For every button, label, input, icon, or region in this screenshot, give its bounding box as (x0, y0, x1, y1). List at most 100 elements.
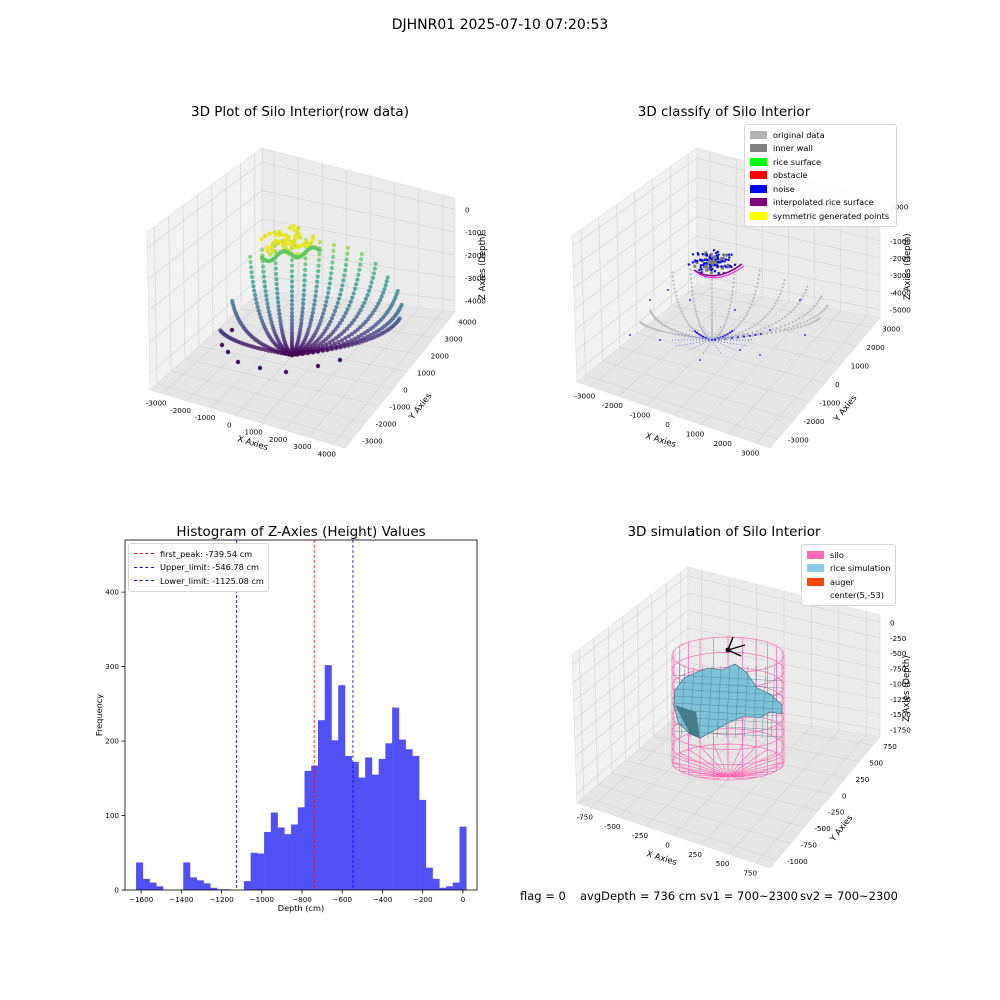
hist-bar (270, 812, 278, 890)
hist-bar (439, 887, 447, 890)
p4-legend: silo rice simulation auger center(5,-53) (801, 544, 896, 606)
p1-xtick: 4000 (318, 449, 337, 458)
hist-bar (156, 886, 164, 890)
p1-ytick: 4000 (458, 318, 477, 327)
hist-bar (297, 807, 305, 890)
p4-ztick: -250 (890, 634, 907, 643)
p2-ztick: -1000 (890, 237, 911, 246)
legend-entry: inner wall (750, 142, 890, 156)
legend-label: noise (773, 183, 795, 194)
p2-xtick: -1000 (629, 411, 650, 420)
p2-ytick: -1000 (819, 399, 840, 408)
p4-ztick: -1750 (890, 725, 911, 734)
p4-ztick: -1500 (890, 710, 911, 719)
p4-xlabel: X Axies (645, 849, 678, 868)
panel-2-title: 3D classify of Silo Interior (637, 104, 811, 120)
hist-ytick: 300 (105, 662, 119, 671)
p4-xtick: -500 (604, 822, 621, 831)
hist-bar (358, 777, 366, 890)
p2-xtick: 1000 (686, 429, 705, 438)
legend-label: inner wall (773, 143, 813, 154)
legend-entry: auger (807, 575, 889, 589)
p1-ytick: -1000 (389, 403, 410, 412)
p4-ylabel: Y Axies (828, 813, 856, 845)
hist-ytick: 0 (114, 886, 119, 895)
hist-xtick: −1200 (209, 895, 234, 904)
hist-bar (311, 765, 319, 890)
hist-bar (136, 862, 144, 890)
legend-swatch (750, 144, 767, 153)
legend-label: symmetric generated points (773, 210, 890, 221)
hist-bar (257, 853, 265, 890)
p3-xlabel: Depth (cm) (278, 903, 324, 913)
p1-zlabel: Z Axies (Depth) (478, 233, 488, 300)
p1-ytick: 2000 (431, 352, 450, 361)
hist-ytick: 400 (105, 588, 119, 597)
legend-entry: obstacle (750, 169, 890, 183)
p2-xtick: -2000 (602, 401, 623, 410)
p2-xtick: 2000 (713, 439, 732, 448)
hist-bar (419, 799, 427, 890)
p2-legend: original data inner wall rice surface obsta… (744, 124, 897, 227)
p2-ytick: 2000 (866, 343, 885, 352)
hist-bar (392, 707, 400, 890)
hist-bar (344, 755, 352, 890)
legend-swatch (750, 130, 767, 139)
legend-label: obstacle (773, 170, 808, 181)
legend-label: rice simulation (830, 563, 891, 574)
hist-bar (196, 880, 204, 890)
hist-bar (264, 831, 272, 890)
legend-swatch (750, 157, 767, 166)
p1-xtick: -3000 (146, 399, 167, 408)
legend-swatch (807, 591, 824, 599)
p1-ytick: -2000 (376, 420, 397, 429)
hist-bar (291, 824, 299, 890)
p4-xtick: 0 (665, 841, 670, 850)
p1-ztick: -2000 (465, 251, 486, 260)
legend-swatch (750, 171, 767, 180)
avg-depth-text: avgDepth = 736 cm (580, 889, 697, 903)
p1-ztick: -4000 (465, 297, 486, 306)
hist-xtick: −400 (373, 895, 393, 904)
hist-bar (149, 882, 157, 890)
p4-ytick: -500 (814, 824, 831, 833)
p1-ytick: 0 (403, 386, 408, 395)
legend-entry: Upper_limit: -546.78 cm (134, 561, 262, 575)
legend-entry: center(5,-53) (807, 589, 889, 603)
p4-ytick: 500 (869, 759, 883, 768)
p4-xtick: -750 (577, 813, 594, 822)
hist-bar (203, 883, 211, 890)
p2-ztick: -2000 (890, 254, 911, 263)
legend-label: original data (773, 129, 825, 140)
hist-bar (365, 757, 373, 890)
hist-xtick: 0 (461, 895, 466, 904)
hist-xtick: −200 (413, 895, 433, 904)
hist-bar (425, 867, 433, 890)
legend-label: interpolated rice surface (773, 197, 874, 208)
hist-bar (351, 761, 359, 890)
hist-bar (412, 755, 420, 890)
p4-ytick: -750 (801, 840, 818, 849)
legend-swatch (807, 550, 824, 559)
sv2-text: sv2 = 700~2300 (800, 889, 898, 903)
legend-swatch (750, 184, 767, 193)
legend-label: auger (830, 576, 854, 587)
p1-ztick: -1000 (465, 228, 486, 237)
flag-text: flag = 0 (520, 889, 566, 903)
legend-label: silo (830, 549, 844, 560)
legend-entry: rice surface (750, 155, 890, 169)
hist-bar (446, 886, 454, 890)
p1-xtick: 3000 (293, 442, 312, 451)
legend-label: Lower_limit: -1125.08 cm (160, 575, 264, 586)
p4-ytick: 750 (883, 742, 897, 751)
panel-3-title: Histogram of Z-Axies (Height) Values (176, 524, 426, 540)
p2-ytick: -2000 (804, 417, 825, 426)
p2-ztick: 1000 (890, 203, 909, 212)
hist-bar (304, 770, 312, 890)
p2-zlabel: Z Axies (Depth) (903, 233, 913, 300)
hist-bar (210, 887, 218, 890)
p4-ztick: -500 (890, 649, 907, 658)
hist-bar (432, 878, 440, 890)
